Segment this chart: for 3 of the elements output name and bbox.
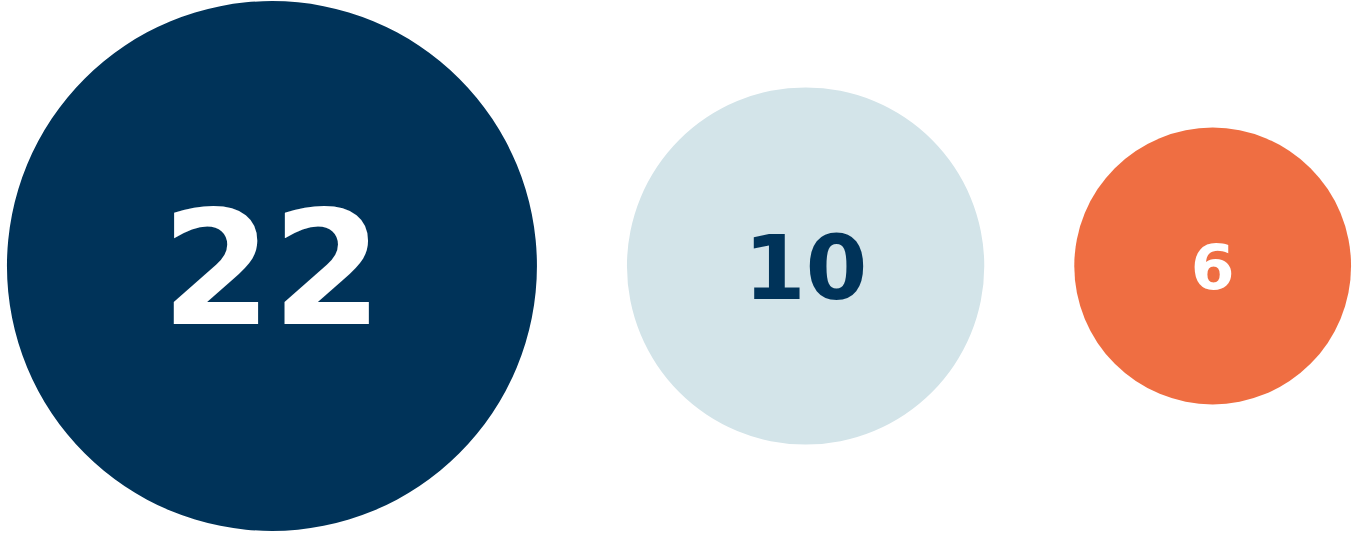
data-label: 6 (1190, 231, 1235, 304)
data-label: 22 (161, 176, 383, 361)
data-label: 10 (743, 216, 868, 320)
